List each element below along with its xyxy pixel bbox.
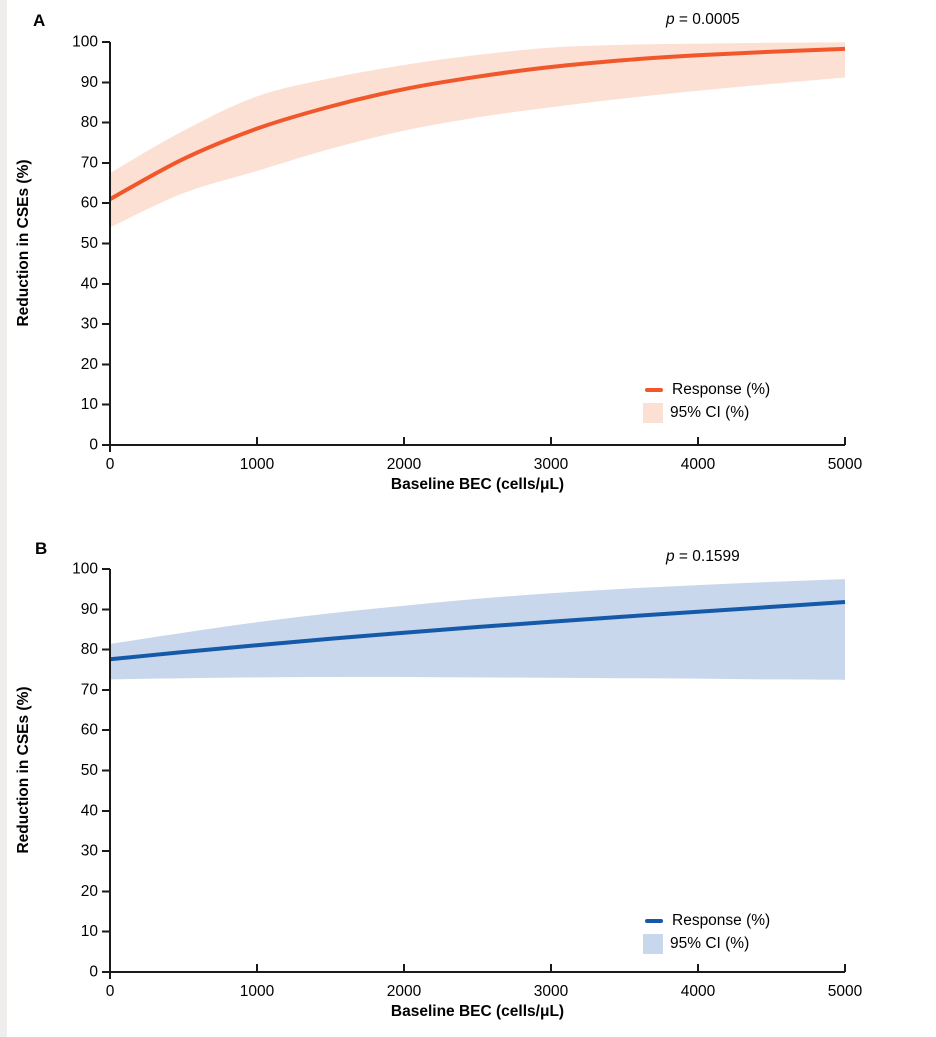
panel-b-ci-band xyxy=(110,579,845,680)
panel-a-y-axis-title: Reduction in CSEs (%) xyxy=(15,159,32,327)
x-tick-label: 2000 xyxy=(387,983,422,1000)
panel-a-p-value: p = 0.0005 xyxy=(666,11,740,29)
y-tick-label: 80 xyxy=(81,114,99,131)
response-line-marker xyxy=(645,919,663,923)
y-tick-label: 30 xyxy=(81,316,99,333)
p-value-text: = 0.0005 xyxy=(674,11,740,28)
y-tick-label: 100 xyxy=(72,34,98,51)
page-edge-strip xyxy=(0,0,7,1037)
x-tick-label: 1000 xyxy=(240,983,275,1000)
x-tick-label: 4000 xyxy=(681,983,716,1000)
panel-a-letter: A xyxy=(33,11,46,30)
legend-label: 95% CI (%) xyxy=(670,404,750,421)
y-tick-label: 90 xyxy=(81,601,99,618)
ci-band-marker xyxy=(643,403,663,423)
x-tick-label: 3000 xyxy=(534,983,569,1000)
p-symbol: p xyxy=(666,11,675,28)
y-tick-label: 0 xyxy=(89,437,98,454)
panel-a-legend-response: Response (%) xyxy=(645,381,770,399)
x-tick-label: 0 xyxy=(106,456,115,473)
y-tick-label: 50 xyxy=(81,235,99,252)
response-line-marker xyxy=(645,388,663,392)
y-tick-label: 50 xyxy=(81,762,99,779)
x-tick-label: 3000 xyxy=(534,456,569,473)
y-tick-label: 40 xyxy=(81,802,99,819)
legend-label: Response (%) xyxy=(672,381,771,398)
panel-a-legend-ci: 95% CI (%) xyxy=(643,403,749,423)
panel-b-p-value: p = 0.1599 xyxy=(666,548,740,566)
y-tick-label: 60 xyxy=(81,722,99,739)
panel-b-y-axis-title: Reduction in CSEs (%) xyxy=(15,686,32,854)
panel-b-letter: B xyxy=(35,539,48,558)
p-symbol: p xyxy=(666,548,675,565)
panel-b-axes xyxy=(109,569,845,979)
y-tick-label: 20 xyxy=(81,883,99,900)
panel-a-axes xyxy=(109,42,845,452)
panel-a-ci-band xyxy=(110,42,845,228)
x-tick-label: 4000 xyxy=(681,456,716,473)
y-tick-label: 0 xyxy=(89,964,98,981)
x-tick-label: 5000 xyxy=(828,983,863,1000)
y-tick-label: 60 xyxy=(81,195,99,212)
x-tick-label: 0 xyxy=(106,983,115,1000)
y-tick-label: 20 xyxy=(81,356,99,373)
panel-b-legend-response: Response (%) xyxy=(645,912,770,930)
panel-a-x-axis-title: Baseline BEC (cells/μL) xyxy=(390,476,565,493)
x-tick-label: 1000 xyxy=(240,456,275,473)
y-tick-label: 100 xyxy=(72,561,98,578)
panel-a-response-curve xyxy=(109,46,846,201)
p-value-text: = 0.1599 xyxy=(674,548,740,565)
y-tick-label: 30 xyxy=(81,843,99,860)
y-tick-label: 70 xyxy=(81,681,99,698)
y-tick-label: 40 xyxy=(81,275,99,292)
y-tick-label: 10 xyxy=(81,396,99,413)
panel-b-legend-ci: 95% CI (%) xyxy=(643,934,749,954)
x-tick-label: 5000 xyxy=(828,456,863,473)
y-tick-label: 80 xyxy=(81,641,99,658)
legend-label: 95% CI (%) xyxy=(670,935,750,952)
y-tick-label: 70 xyxy=(81,154,99,171)
x-tick-label: 2000 xyxy=(387,456,422,473)
y-tick-label: 90 xyxy=(81,74,99,91)
legend-label: Response (%) xyxy=(672,912,771,929)
panel-b-x-axis-title: Baseline BEC (cells/μL) xyxy=(390,1003,565,1020)
panel-b-response-curve xyxy=(109,600,846,662)
ci-band-marker xyxy=(643,934,663,954)
y-tick-label: 10 xyxy=(81,923,99,940)
